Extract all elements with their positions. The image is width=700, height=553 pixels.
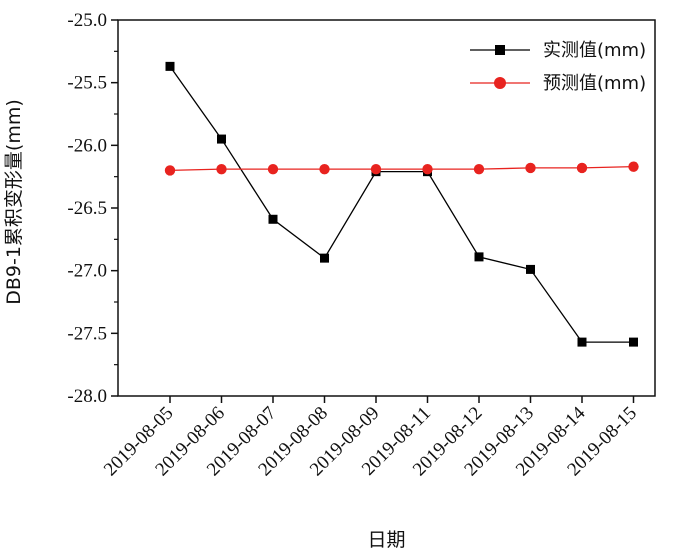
data-point-square (474, 252, 484, 262)
data-point-circle (267, 163, 279, 175)
series-line (169, 65, 634, 343)
y-tick-label: -27.5 (67, 323, 107, 344)
data-point-circle (576, 162, 588, 174)
series-line (169, 165, 634, 172)
data-point-circle (473, 163, 485, 175)
series-layer (164, 61, 639, 347)
y-tick-label: -27.0 (67, 261, 107, 282)
y-tick-label: -26.0 (67, 135, 107, 156)
legend-label: 实测值(mm) (543, 40, 646, 61)
data-point-circle (164, 165, 176, 176)
data-point-circle (370, 163, 382, 175)
data-point-square (165, 61, 175, 71)
data-point-square (629, 337, 638, 347)
data-point-square (577, 337, 587, 347)
x-axis: 2019-08-052019-08-062019-08-072019-08-08… (100, 396, 641, 480)
data-point-circle (628, 161, 639, 172)
legend-label: 预测值(mm) (543, 73, 646, 94)
y-tick-label: -28.0 (67, 386, 107, 407)
data-point-circle (216, 163, 227, 175)
y-tick-label: -25.5 (67, 73, 107, 94)
y-tick-label: -25.0 (67, 10, 107, 31)
legend-marker-square (495, 45, 505, 55)
data-point-square (268, 214, 278, 224)
x-axis-title: 日期 (367, 529, 405, 551)
legend: 实测值(mm) 预测值(mm) (470, 40, 646, 94)
y-tick-label: -26.5 (67, 198, 107, 219)
y-axis-title: DB9-1累积变形量(mm) (3, 99, 25, 305)
data-point-circle (525, 162, 536, 174)
series-predicted (164, 161, 639, 176)
data-point-circle (319, 163, 330, 175)
data-point-circle (422, 163, 433, 175)
series-measured (165, 61, 638, 347)
data-point-square (526, 264, 535, 274)
data-point-square (320, 253, 329, 263)
data-point-square (217, 134, 226, 144)
legend-marker-circle (494, 77, 506, 89)
y-axis: -25.0 -25.5 -26.0 -26.5 -27.0 -27.5 -28.0 (67, 10, 118, 407)
